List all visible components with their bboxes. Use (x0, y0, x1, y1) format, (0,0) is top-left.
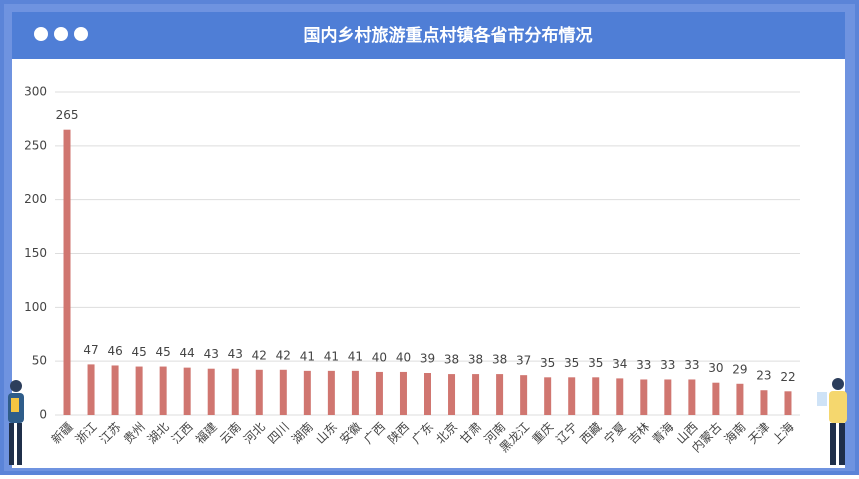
data-label: 38 (492, 353, 507, 367)
bar (207, 368, 215, 415)
data-label: 42 (252, 348, 267, 362)
data-label: 42 (276, 348, 291, 362)
figure-left (8, 380, 24, 465)
data-label: 23 (756, 369, 771, 383)
bar (520, 375, 528, 415)
data-label: 34 (612, 357, 627, 371)
dot (34, 27, 48, 41)
bar (399, 371, 407, 415)
data-label: 46 (107, 344, 122, 358)
dot (74, 27, 88, 41)
data-label: 41 (300, 349, 315, 363)
y-tick-label: 300 (24, 85, 47, 99)
data-label: 45 (131, 345, 146, 359)
bar (616, 378, 624, 415)
data-label: 38 (468, 353, 483, 367)
bar (664, 379, 672, 415)
bar (424, 373, 431, 415)
bar (592, 377, 600, 415)
data-label: 33 (684, 358, 699, 372)
bar (784, 391, 792, 415)
data-label: 45 (156, 345, 171, 359)
bar (688, 379, 696, 415)
data-label: 35 (564, 356, 579, 370)
bar (87, 364, 95, 415)
data-label: 41 (348, 349, 363, 363)
bar (640, 379, 648, 415)
data-label: 37 (516, 354, 531, 368)
bar (375, 371, 383, 415)
bar (712, 382, 720, 415)
data-label: 38 (444, 353, 459, 367)
data-label: 33 (660, 358, 675, 372)
bar (135, 366, 143, 415)
data-label: 35 (588, 356, 603, 370)
data-label: 43 (204, 347, 219, 361)
bar (568, 377, 576, 415)
chart-title: 国内乡村旅游重点村镇各省市分布情况 (304, 25, 593, 46)
y-tick-label: 200 (24, 192, 47, 206)
dot (54, 27, 68, 41)
bar (448, 374, 456, 415)
bar (63, 129, 71, 415)
y-tick-label: 50 (32, 354, 47, 368)
data-label: 47 (83, 343, 98, 357)
data-label: 39 (420, 352, 435, 366)
y-tick-label: 0 (39, 408, 47, 422)
bar (472, 374, 480, 415)
bar (279, 369, 287, 415)
bar (544, 377, 552, 415)
bar (183, 367, 191, 415)
data-label: 30 (708, 361, 723, 375)
bar (111, 365, 119, 415)
bar (327, 370, 335, 415)
header (12, 12, 845, 59)
bar (351, 370, 359, 415)
data-label: 40 (396, 350, 411, 364)
bar (255, 369, 263, 415)
y-tick-label: 100 (24, 300, 47, 314)
bar (231, 368, 239, 415)
data-label: 44 (180, 346, 195, 360)
figure-right (817, 378, 847, 465)
bar (760, 390, 768, 415)
bar (496, 374, 504, 415)
bar (159, 366, 167, 415)
data-label: 29 (732, 362, 747, 376)
bar (303, 370, 311, 415)
data-label: 35 (540, 356, 555, 370)
bar (736, 383, 744, 415)
data-label: 265 (56, 108, 79, 122)
data-label: 41 (324, 349, 339, 363)
data-label: 33 (636, 358, 651, 372)
y-tick-label: 150 (24, 246, 47, 260)
data-label: 22 (780, 370, 795, 384)
data-label: 43 (228, 347, 243, 361)
y-tick-label: 250 (24, 138, 47, 152)
data-label: 40 (372, 350, 387, 364)
